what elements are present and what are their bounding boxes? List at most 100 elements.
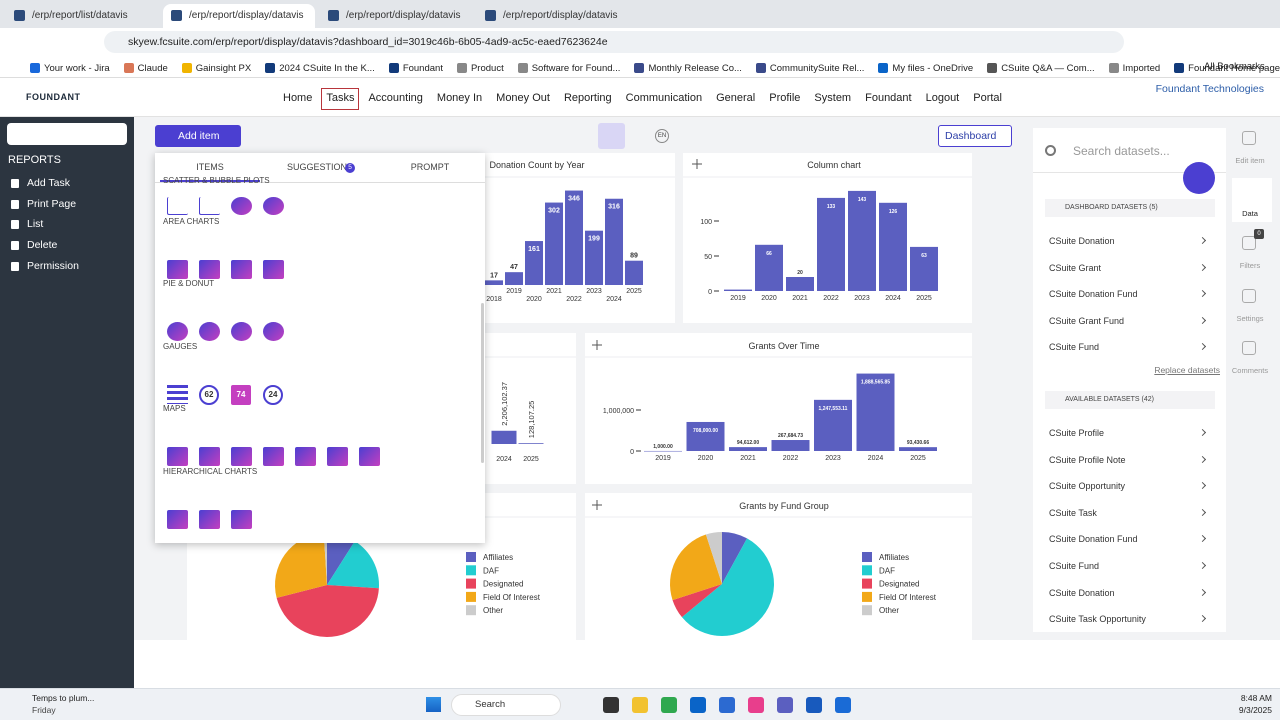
rail-icon[interactable] — [1242, 288, 1256, 303]
rail-icon[interactable] — [1232, 177, 1272, 222]
language-icon[interactable]: EN — [655, 129, 669, 143]
nav-item[interactable]: General — [716, 92, 756, 104]
chart-type-icon[interactable] — [199, 197, 220, 215]
device-toggle[interactable] — [598, 123, 625, 149]
rail-icon[interactable] — [1242, 341, 1256, 355]
taskbar-app[interactable] — [690, 697, 706, 713]
chart-type-icon[interactable] — [263, 197, 284, 215]
chart-type-icon[interactable] — [231, 509, 252, 529]
gauge-icon[interactable]: 74 — [231, 384, 251, 405]
nav-item[interactable]: Portal — [973, 92, 1002, 104]
chart-type-icon[interactable] — [327, 447, 348, 466]
taskbar-app[interactable] — [603, 697, 619, 713]
bookmark[interactable]: Software for Found... — [517, 60, 620, 76]
browser-tab[interactable]: /erp/report/display/datavis — [163, 4, 315, 28]
bookmark[interactable]: Product — [456, 60, 504, 76]
taskbar-app[interactable] — [719, 697, 735, 713]
nav-item[interactable]: System — [814, 92, 852, 104]
dataset-item[interactable]: CSuite Task — [1049, 506, 1209, 520]
taskbar-app[interactable] — [806, 697, 822, 713]
nav-item[interactable]: Accounting — [368, 92, 423, 104]
dataset-item[interactable]: CSuite Fund — [1049, 340, 1209, 354]
dataset-item[interactable]: CSuite Fund — [1049, 559, 1209, 573]
chart-type-icon[interactable] — [263, 259, 284, 279]
bookmark[interactable]: Gainsight PX — [181, 60, 251, 76]
browser-tab[interactable]: /erp/report/display/datavis — [477, 4, 629, 28]
chart-type-icon[interactable] — [263, 322, 284, 341]
chart-type-icon[interactable] — [167, 509, 188, 529]
dataset-group-heading[interactable]: DASHBOARD DATASETS (5) — [1045, 199, 1215, 217]
sidebar-item[interactable]: Print Page — [10, 197, 76, 211]
dataset-group-heading[interactable]: AVAILABLE DATASETS (42) — [1045, 391, 1215, 409]
taskbar-search[interactable]: Search — [451, 694, 561, 716]
chart-type-icon[interactable] — [359, 447, 380, 466]
dashboard-select[interactable]: Dashboard — [938, 125, 1012, 147]
sidebar-item[interactable]: Add Task — [10, 176, 70, 190]
nav-item[interactable]: Profile — [769, 92, 801, 104]
dataset-item[interactable]: CSuite Opportunity — [1049, 479, 1209, 493]
chart-type-icon[interactable] — [199, 447, 220, 466]
dataset-item[interactable]: CSuite Grant Fund — [1049, 314, 1209, 328]
start-button[interactable] — [426, 697, 441, 712]
browser-tab[interactable]: /erp/report/display/datavis — [320, 4, 472, 28]
taskbar-app[interactable] — [661, 697, 677, 713]
chart-type-icon[interactable] — [199, 322, 220, 341]
nav-item[interactable]: Money In — [436, 92, 483, 104]
nav-item[interactable]: Money Out — [496, 92, 550, 104]
dataset-item[interactable]: CSuite Donation — [1049, 586, 1209, 600]
chart-type-icon[interactable] — [199, 259, 220, 279]
nav-item[interactable]: Communication — [625, 92, 703, 104]
bookmark[interactable]: 2024 CSuite In the K... — [265, 60, 375, 76]
panel-tab[interactable]: SUGGESTIONS — [286, 162, 353, 172]
bookmark[interactable]: Foundant — [388, 60, 443, 76]
nav-item[interactable]: Logout — [925, 92, 960, 104]
dataset-item[interactable]: CSuite Donation — [1049, 234, 1209, 248]
rail-icon[interactable] — [1242, 236, 1256, 250]
sidebar-item[interactable]: List — [10, 217, 43, 231]
nav-item[interactable]: Foundant — [865, 92, 912, 104]
gauge-icon[interactable]: 24 — [263, 384, 283, 405]
browser-tab[interactable]: /erp/report/list/datavis — [6, 4, 158, 28]
rail-icon[interactable] — [1242, 131, 1256, 145]
taskbar-app[interactable] — [777, 697, 793, 713]
replace-datasets[interactable]: Replace datasets — [1154, 365, 1220, 375]
dataset-item[interactable]: CSuite Profile Note — [1049, 453, 1209, 467]
bookmark[interactable]: CommunitySuite Rel... — [755, 60, 864, 76]
nav-item[interactable]: Home — [283, 92, 313, 104]
nav-item[interactable]: Reporting — [563, 92, 612, 104]
gauge-icon[interactable]: 62 — [199, 384, 219, 405]
nav-item[interactable]: Tasks — [321, 88, 360, 110]
chart-type-icon[interactable] — [231, 197, 252, 215]
chart-type-icon[interactable] — [231, 259, 252, 279]
chart-type-icon[interactable] — [167, 322, 188, 341]
taskbar-app[interactable] — [835, 697, 851, 713]
dataset-search[interactable]: Search datasets... — [1073, 144, 1170, 158]
dataset-item[interactable]: CSuite Task Opportunity — [1049, 612, 1209, 626]
all-bookmarks[interactable]: All Bookmarks — [1204, 61, 1265, 72]
add-dataset-button[interactable] — [1183, 162, 1215, 194]
chart-type-icon[interactable] — [167, 259, 188, 279]
sidebar-item[interactable]: Delete — [10, 238, 57, 252]
dataset-item[interactable]: CSuite Grant — [1049, 261, 1209, 275]
taskbar-app[interactable] — [748, 697, 764, 713]
add-item-button[interactable]: Add item — [155, 125, 241, 147]
dataset-item[interactable]: CSuite Donation Fund — [1049, 287, 1209, 301]
panel-tab[interactable]: ITEMS — [196, 162, 224, 172]
bookmark[interactable]: Your work - Jira — [30, 60, 110, 76]
chart-type-icon[interactable] — [167, 197, 188, 215]
chart-type-icon[interactable] — [231, 322, 252, 341]
chart-type-icon[interactable] — [167, 384, 188, 404]
sidebar-item[interactable]: Permission — [10, 259, 79, 273]
sidebar-search[interactable] — [7, 123, 127, 145]
weather[interactable]: Temps to plum... — [32, 693, 95, 703]
chart-type-icon[interactable] — [263, 447, 284, 466]
panel-tab[interactable]: PROMPT — [410, 162, 450, 172]
bookmark[interactable]: My files - OneDrive — [878, 60, 973, 76]
bookmark[interactable]: Claude — [123, 60, 168, 76]
taskbar-app[interactable] — [632, 697, 648, 713]
chart-type-icon[interactable] — [231, 447, 252, 466]
bookmark[interactable]: Imported — [1108, 60, 1160, 76]
chart-type-icon[interactable] — [167, 447, 188, 466]
url-field[interactable]: skyew.fcsuite.com/erp/report/display/dat… — [104, 31, 1124, 53]
bookmark[interactable]: Monthly Release Co... — [634, 60, 742, 76]
